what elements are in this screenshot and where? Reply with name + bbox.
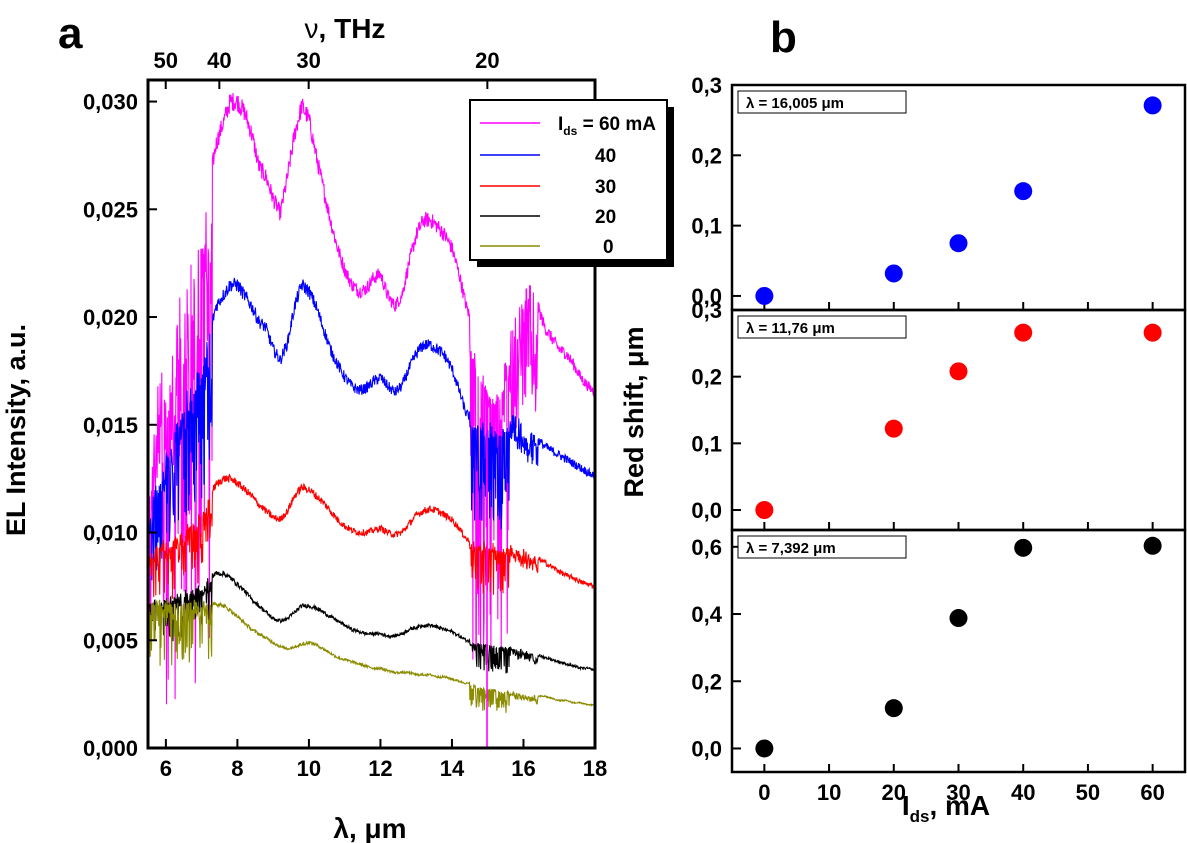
panel-b-subplot-2: 0,0 0,1 0,2 0,3 λ = 11,76 μm (691, 298, 1185, 530)
y-tick-label: 0,025 (83, 197, 138, 222)
legend-entry-30: 30 (595, 177, 616, 198)
x-tick-label: 20 (882, 780, 906, 805)
y-tick-label: 0,0 (691, 736, 722, 761)
subplot-frame (732, 85, 1185, 310)
y-tick-label: 0,2 (691, 669, 722, 694)
data-point-40mA (1014, 539, 1032, 557)
legend-entry-40: 40 (595, 146, 616, 167)
panel-b-plots: 0,0 0,1 0,2 0,3 λ = 16,005 μm 0,0 0,1 0,2 0,3 λ =… (691, 73, 1185, 805)
series-line-30mA (150, 475, 595, 599)
panel-a-letter: a (58, 9, 83, 58)
x-tick-label: 0 (758, 780, 770, 805)
data-point-20mA (885, 420, 903, 438)
data-point-30mA (950, 609, 968, 627)
y-tick-label: 0,005 (83, 628, 138, 653)
y-tick-label: 0,6 (691, 535, 722, 560)
panel-b-x-ticks: 0 10 20 30 40 50 60 (758, 780, 1165, 805)
x-tick-label: 30 (946, 780, 970, 805)
subplot-frame (732, 310, 1185, 530)
y-tick-label: 0,1 (691, 431, 722, 456)
x-tick-label: 12 (368, 756, 392, 781)
x-tick-label: 8 (231, 756, 243, 781)
data-point-60mA (1144, 324, 1162, 342)
wavelength-badge-text: λ = 11,76 μm (746, 320, 835, 337)
legend-entry-0: 0 (603, 237, 614, 258)
y-tick-label: 0,2 (691, 143, 722, 168)
top-tick-label: 50 (153, 48, 177, 73)
legend-entry-20: 20 (595, 207, 616, 228)
y-tick-label: 0,3 (691, 298, 722, 323)
data-point-60mA (1144, 537, 1162, 555)
y-tick-label: 0,000 (83, 736, 138, 761)
panel-b-subplot-1: 0,00,10,20,3λ = 16,005 μm (691, 73, 1185, 310)
data-point-0mA (755, 287, 773, 305)
y-tick-label: 0,4 (691, 602, 722, 627)
x-tick-label: 40 (1011, 780, 1035, 805)
y-tick-label: 0,3 (691, 73, 722, 98)
top-tick-label: 40 (207, 48, 231, 73)
panel-b-letter: b (770, 13, 797, 62)
data-point-20mA (885, 264, 903, 282)
data-point-0mA (755, 739, 773, 757)
y-tick-label: 0,0 (691, 498, 722, 523)
data-point-40mA (1014, 182, 1032, 200)
wavelength-badge-text: λ = 16,005 μm (746, 95, 844, 112)
panel-b-subplot-3: 0,0 0,2 0,4 0,6 λ = 7,392 μm (691, 530, 1185, 772)
x-tick-label: 50 (1076, 780, 1100, 805)
x-tick-label: 14 (440, 756, 465, 781)
panel-b-ylabel: Red shift, μm (619, 326, 649, 497)
top-tick-label: 20 (475, 48, 499, 73)
data-point-60mA (1144, 96, 1162, 114)
top-tick-label: 30 (296, 48, 320, 73)
x-tick-label: 10 (297, 756, 321, 781)
subplot-frame (732, 530, 1185, 772)
y-tick-label: 0,015 (83, 413, 138, 438)
x-tick-label: 60 (1140, 780, 1164, 805)
data-point-0mA (755, 501, 773, 519)
x-tick-label: 10 (817, 780, 841, 805)
wavelength-badge-text: λ = 7,392 μm (746, 540, 836, 557)
y-tick-label: 0,1 (691, 214, 722, 239)
y-tick-label: 0,010 (83, 521, 138, 546)
panel-a-ylabel: EL Intensity, a.u. (1, 324, 31, 536)
x-tick-label: 16 (511, 756, 535, 781)
data-point-30mA (950, 234, 968, 252)
data-point-30mA (950, 362, 968, 380)
panel-a-top-xlabel: ν, THz (305, 13, 386, 44)
panel-a-legend: Ids = 60 mA 40 30 20 0 (470, 100, 674, 267)
y-tick-label: 0,2 (691, 365, 722, 390)
y-tick-label: 0,030 (83, 90, 138, 115)
data-point-20mA (885, 699, 903, 717)
y-tick-label: 0,020 (83, 305, 138, 330)
series-line-20mA (150, 571, 595, 674)
x-tick-label: 6 (160, 756, 172, 781)
panel-a-xlabel: λ, μm (333, 813, 406, 843)
data-point-40mA (1014, 324, 1032, 342)
x-tick-label: 18 (583, 756, 607, 781)
